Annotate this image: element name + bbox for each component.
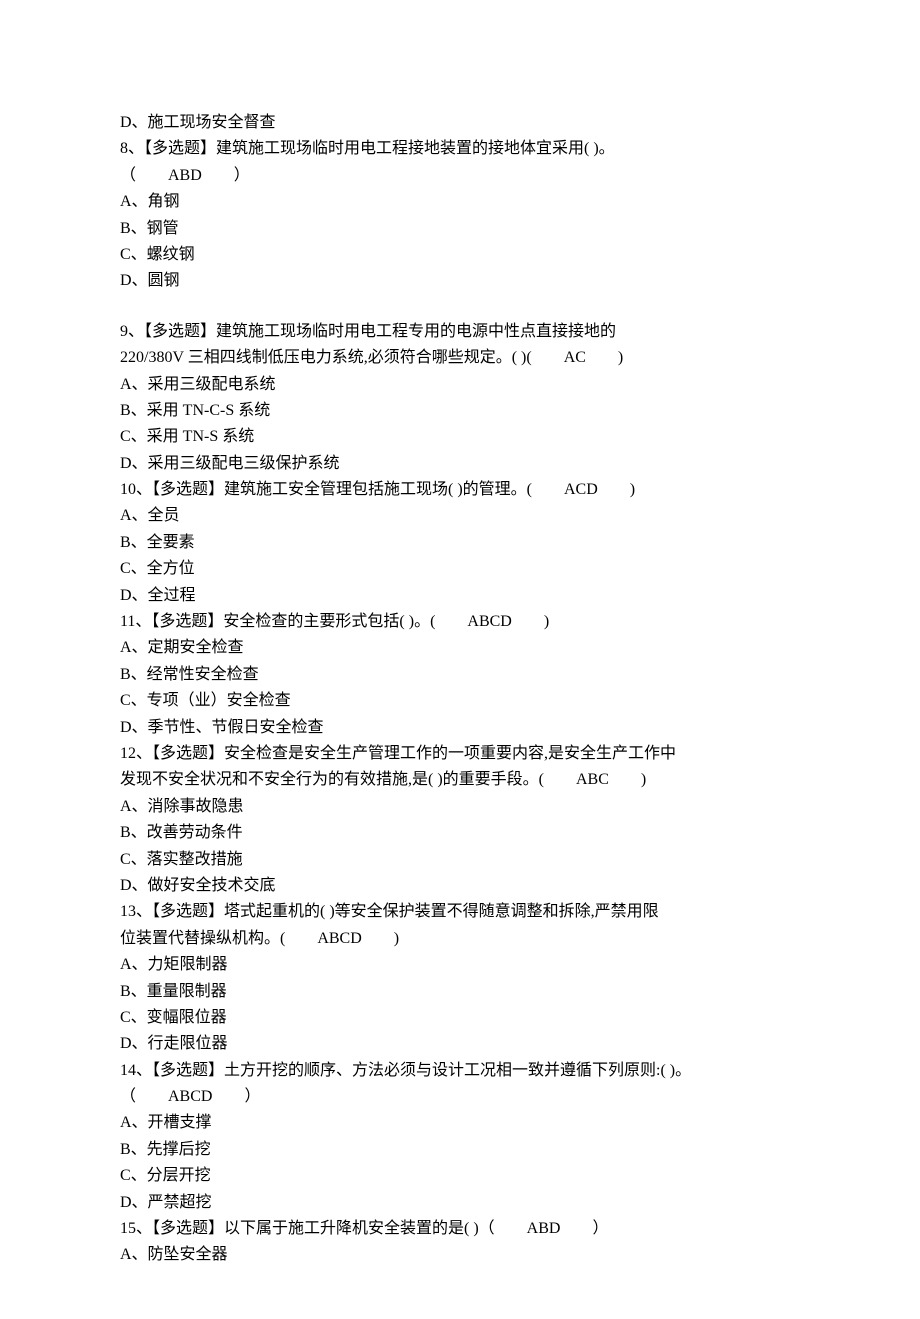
q11-option-a: A、定期安全检查 [120, 635, 800, 661]
q14-option-c: C、分层开挖 [120, 1163, 800, 1189]
blank-line [120, 295, 800, 319]
q12-stem-line2: 发现不安全状况和不安全行为的有效措施,是( )的重要手段。( ABC ) [120, 767, 800, 793]
q11-stem: 11、【多选题】安全检查的主要形式包括( )。( ABCD ) [120, 609, 800, 635]
q12-option-a: A、消除事故隐患 [120, 794, 800, 820]
q8-option-c: C、螺纹钢 [120, 242, 800, 268]
q13-option-d: D、行走限位器 [120, 1031, 800, 1057]
q10-stem: 10、【多选题】建筑施工安全管理包括施工现场( )的管理。( ACD ) [120, 477, 800, 503]
q11-option-b: B、经常性安全检查 [120, 662, 800, 688]
q14-option-a: A、开槽支撑 [120, 1110, 800, 1136]
q11-option-d: D、季节性、节假日安全检查 [120, 715, 800, 741]
q14-stem: 14、【多选题】土方开挖的顺序、方法必须与设计工况相一致并遵循下列原则:( )。 [120, 1058, 800, 1084]
q10-option-c: C、全方位 [120, 556, 800, 582]
q8-stem: 8、【多选题】建筑施工现场临时用电工程接地装置的接地体宜采用( )。 [120, 136, 800, 162]
q7-option-d: D、施工现场安全督查 [120, 110, 800, 136]
q10-option-a: A、全员 [120, 503, 800, 529]
q9-stem-line2: 220/380V 三相四线制低压电力系统,必须符合哪些规定。( )( AC ) [120, 345, 800, 371]
q8-option-b: B、钢管 [120, 216, 800, 242]
q10-option-d: D、全过程 [120, 583, 800, 609]
q14-answer: （ ABCD ） [120, 1084, 800, 1110]
q13-option-c: C、变幅限位器 [120, 1005, 800, 1031]
q8-option-a: A、角钢 [120, 189, 800, 215]
document-content: D、施工现场安全督查 8、【多选题】建筑施工现场临时用电工程接地装置的接地体宜采… [120, 110, 800, 1269]
q9-option-a: A、采用三级配电系统 [120, 372, 800, 398]
q13-stem-line1: 13、【多选题】塔式起重机的( )等安全保护装置不得随意调整和拆除,严禁用限 [120, 899, 800, 925]
q9-option-b: B、采用 TN-C-S 系统 [120, 398, 800, 424]
q13-stem-line2: 位装置代替操纵机构。( ABCD ) [120, 926, 800, 952]
q15-stem: 15、【多选题】以下属于施工升降机安全装置的是( )（ ABD ） [120, 1216, 800, 1242]
q9-option-d: D、采用三级配电三级保护系统 [120, 451, 800, 477]
q13-option-b: B、重量限制器 [120, 979, 800, 1005]
q8-answer: （ ABD ） [120, 163, 800, 189]
q10-option-b: B、全要素 [120, 530, 800, 556]
q11-option-c: C、专项（业）安全检查 [120, 688, 800, 714]
q14-option-b: B、先撑后挖 [120, 1137, 800, 1163]
q12-option-b: B、改善劳动条件 [120, 820, 800, 846]
q14-option-d: D、严禁超挖 [120, 1190, 800, 1216]
q9-stem-line1: 9、【多选题】建筑施工现场临时用电工程专用的电源中性点直接接地的 [120, 319, 800, 345]
q13-option-a: A、力矩限制器 [120, 952, 800, 978]
q12-option-c: C、落实整改措施 [120, 847, 800, 873]
q8-option-d: D、圆钢 [120, 268, 800, 294]
q9-option-c: C、采用 TN-S 系统 [120, 424, 800, 450]
q12-option-d: D、做好安全技术交底 [120, 873, 800, 899]
q12-stem-line1: 12、【多选题】安全检查是安全生产管理工作的一项重要内容,是安全生产工作中 [120, 741, 800, 767]
q15-option-a: A、防坠安全器 [120, 1242, 800, 1268]
